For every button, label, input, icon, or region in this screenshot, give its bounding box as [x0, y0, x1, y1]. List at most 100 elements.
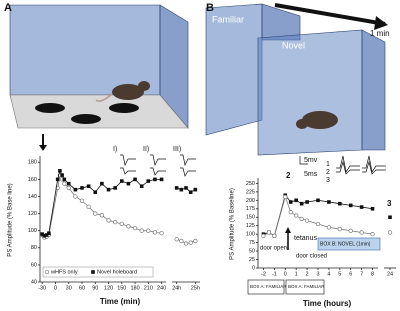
x-axis-title: Time (hours) [303, 299, 352, 308]
x-tick-label: 60 [79, 285, 85, 291]
data-point [299, 201, 304, 206]
tetanus-arrow [285, 227, 291, 250]
annotation: 1 [326, 161, 330, 168]
panel-label: A [4, 2, 12, 14]
inset-label: II) [143, 146, 149, 153]
data-point [146, 179, 151, 183]
data-point [179, 238, 184, 244]
y-tick-label: 100 [28, 228, 37, 234]
y-tick-label: 0 [252, 265, 255, 271]
data-point [47, 231, 51, 236]
annotation: BOX A: FAMILIAR [288, 284, 325, 289]
data-point [305, 200, 309, 204]
annotation: 5mv [304, 157, 318, 164]
data-point [359, 230, 364, 235]
data-point [348, 203, 353, 208]
data-point [133, 177, 137, 182]
data-point [288, 210, 293, 215]
box-a-frame [247, 279, 285, 295]
data-point [272, 233, 277, 238]
x-tick-label: 210 [144, 285, 153, 291]
data-point [119, 179, 124, 183]
data-point [370, 206, 375, 211]
annotation: 5ms [304, 171, 318, 178]
annotation: 3 [326, 177, 330, 184]
data-point [146, 228, 151, 233]
annotation: BOX B: NOVEL (1min) [320, 241, 371, 247]
inset-label: I) [113, 146, 117, 153]
data-point [93, 211, 98, 216]
data-point [93, 190, 98, 195]
x-tick-label: 2 [306, 271, 309, 277]
legend-frame [42, 266, 154, 278]
x-tick-label: 8 [371, 271, 374, 277]
series-line [263, 197, 390, 236]
x-tick-label: 24 [387, 271, 393, 277]
data-point [42, 234, 47, 238]
x-tick-label: 24h [172, 285, 181, 291]
data-point [139, 228, 144, 233]
x-tick-label: -2 [261, 271, 266, 277]
x-tick-label: 3 [316, 271, 319, 277]
y-tick-label: 75 [249, 240, 255, 246]
data-point [86, 204, 91, 209]
data-point [266, 230, 272, 235]
annotation: 3 [387, 199, 392, 208]
data-point [113, 186, 117, 190]
data-point [106, 218, 111, 223]
data-point [348, 228, 353, 233]
data-point [99, 213, 105, 218]
x-tick-label: 5 [338, 271, 341, 277]
y-tick-label: 180 [28, 160, 37, 166]
data-point [179, 187, 184, 192]
data-point [40, 232, 45, 236]
data-point [188, 190, 193, 195]
data-point [338, 201, 342, 206]
y-tick-label: 40 [31, 279, 37, 285]
box-b-frame [317, 237, 381, 251]
data-point [327, 200, 331, 204]
data-point [183, 241, 189, 246]
holeboard-illustration [9, 4, 189, 129]
box-label: Familiar [212, 14, 244, 24]
x-tick-label: 25h [191, 285, 200, 291]
y-axis-title: PS Amplitude (% Baseline) [230, 188, 236, 260]
data-point [58, 169, 62, 173]
y-tick-label: 140 [28, 194, 37, 200]
inset-traces [120, 154, 196, 177]
box-a-frame [285, 279, 325, 295]
box-label: Novel [282, 40, 305, 50]
data-point [126, 181, 131, 186]
data-point [294, 198, 298, 203]
data-point [113, 219, 118, 225]
x-axis-title: Time (min) [100, 297, 141, 306]
data-point [73, 187, 78, 192]
data-point [86, 184, 91, 189]
data-point [283, 194, 288, 200]
data-point [66, 185, 71, 191]
data-point [315, 221, 321, 227]
data-point [174, 237, 179, 242]
data-point [184, 186, 188, 190]
data-point [261, 233, 266, 238]
duration-label: 1 min [370, 29, 390, 38]
data-point [106, 187, 111, 192]
data-point [337, 226, 342, 232]
y-tick-label: 25 [249, 257, 255, 263]
x-tick-label: -30 [38, 285, 46, 291]
data-point [387, 230, 393, 235]
x-tick-label: 180 [130, 285, 139, 291]
data-point [132, 225, 138, 231]
data-point [139, 184, 144, 189]
y-tick-label: 175 [246, 206, 255, 212]
x-tick-label: 1 [295, 271, 298, 277]
data-point [174, 186, 179, 190]
y-tick-label: 100 [246, 232, 255, 238]
y-tick-label: 150 [246, 215, 255, 221]
data-point [152, 230, 158, 235]
annotation: door closed [296, 254, 327, 260]
data-point [193, 187, 198, 192]
y-tick-label: 80 [31, 245, 37, 251]
data-point [153, 177, 157, 182]
